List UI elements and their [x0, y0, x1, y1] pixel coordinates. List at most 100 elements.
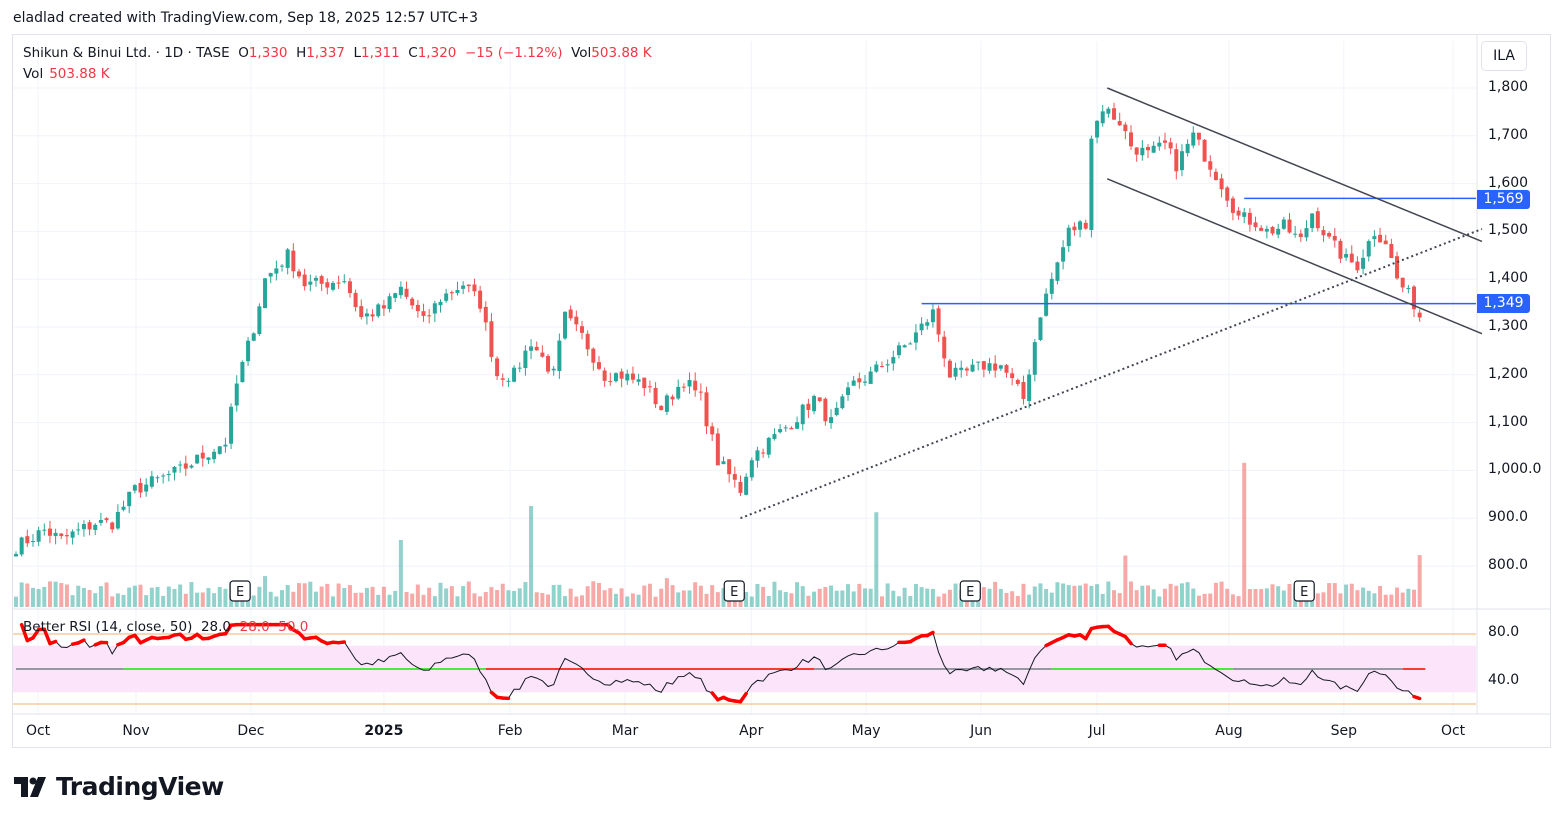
earnings-marker: [229, 580, 251, 602]
volume-bar: [1044, 588, 1049, 607]
change-value: −15 (−1.12%): [464, 45, 563, 61]
candle-body: [778, 429, 783, 433]
candle-body: [1191, 132, 1196, 146]
candle-body: [630, 373, 635, 380]
volume-bar: [1400, 592, 1405, 607]
volume-bar: [42, 586, 47, 607]
volume-bar: [1270, 584, 1275, 607]
candle-body: [263, 278, 268, 309]
volume-bar: [370, 586, 375, 607]
volume-bar: [789, 593, 794, 607]
volume-bar: [534, 592, 539, 607]
candle-body: [478, 290, 483, 309]
volume-bar: [36, 589, 41, 607]
candle-body: [53, 532, 58, 537]
time-tick: 2025: [364, 723, 404, 739]
candle-body: [732, 474, 737, 480]
volume-bar: [755, 584, 760, 607]
chart-credit: eladlad created with TradingView.com, Se…: [13, 10, 479, 26]
volume-bar: [189, 582, 194, 607]
candle-body: [47, 528, 52, 536]
volume-bar: [64, 584, 69, 607]
volume-bar: [364, 587, 369, 607]
volume-bar: [885, 583, 890, 607]
volume-bar: [1140, 585, 1145, 607]
symbol-title[interactable]: Shikun & Binui Ltd. · 1D · TASE: [23, 45, 230, 61]
volume-bar: [1406, 588, 1411, 607]
volume-bar: [110, 596, 115, 607]
rsi-extreme-segment: [76, 638, 86, 645]
candle-body: [291, 250, 296, 272]
candle-body: [902, 345, 907, 348]
volume-bar: [517, 588, 522, 607]
candle-body: [1202, 139, 1207, 162]
volume-bar: [132, 585, 137, 607]
drawings: [740, 87, 1483, 520]
volume-bar: [619, 588, 624, 607]
time-tick: Apr: [739, 723, 764, 739]
candle-body: [76, 529, 81, 531]
price-tick: 1,400: [1488, 270, 1529, 287]
volume-legend-label[interactable]: Vol: [23, 66, 44, 82]
candle-body: [998, 365, 1003, 369]
candle-body: [693, 380, 698, 391]
tradingview-logo-icon: [14, 776, 46, 797]
candle-body: [1213, 171, 1218, 181]
candle-body: [189, 465, 194, 468]
candle-body: [976, 361, 981, 363]
candle-body: [1310, 213, 1315, 229]
candle-body: [766, 437, 771, 455]
time-tick: Jun: [970, 723, 992, 739]
candle-body: [557, 340, 562, 372]
volume-bar: [574, 596, 579, 607]
candle-body: [81, 524, 86, 530]
candle-body: [149, 476, 154, 487]
candle-body: [846, 387, 851, 396]
candle-body: [568, 309, 573, 319]
volume-bar: [478, 596, 483, 607]
tradingview-logo[interactable]: TradingView: [14, 772, 224, 801]
candle-body: [1315, 211, 1320, 229]
high-value: 1,337: [306, 45, 345, 61]
time-tick: May: [851, 723, 881, 739]
volume-bar: [947, 589, 952, 607]
earnings-marker-label: E: [730, 585, 738, 600]
volume-bar: [1100, 593, 1105, 607]
candle-body: [863, 381, 867, 383]
volume-bar: [772, 581, 777, 607]
earnings-marker-label: E: [966, 585, 974, 600]
currency-button[interactable]: ILA: [1481, 41, 1527, 71]
candle-body: [313, 277, 318, 281]
price-tick: 1,800: [1488, 79, 1529, 95]
volume-bar: [483, 591, 488, 607]
volume-bar: [30, 587, 35, 607]
volume-bar: [596, 582, 601, 607]
candle-body: [70, 531, 75, 538]
candle-body: [783, 427, 788, 429]
candle-body: [1061, 247, 1066, 262]
rsi-mid-value: 50.0: [278, 619, 309, 635]
candle-body: [653, 387, 658, 405]
candle-body: [1332, 235, 1337, 241]
candle-body: [1049, 278, 1054, 294]
candle-body: [393, 293, 398, 298]
candle-body: [444, 293, 449, 301]
candle-body: [472, 284, 477, 292]
volume-bar: [1089, 585, 1094, 607]
rsi-legend[interactable]: Better RSI (14, close, 50) 28.0 28.0 50.…: [23, 619, 308, 635]
candle-body: [1412, 286, 1417, 310]
candle-body: [1372, 236, 1377, 240]
price-tick: 1,500: [1488, 222, 1529, 239]
volume-bar: [455, 596, 460, 607]
candle-body: [936, 308, 941, 335]
candle-body: [36, 530, 41, 542]
volume-bar: [1027, 594, 1032, 607]
candle-body: [1338, 240, 1343, 259]
volume-bar: [1247, 589, 1252, 607]
volume-bar: [1383, 594, 1388, 607]
candle-body: [642, 377, 647, 389]
candle-body: [330, 282, 335, 290]
candle-body: [138, 482, 143, 493]
